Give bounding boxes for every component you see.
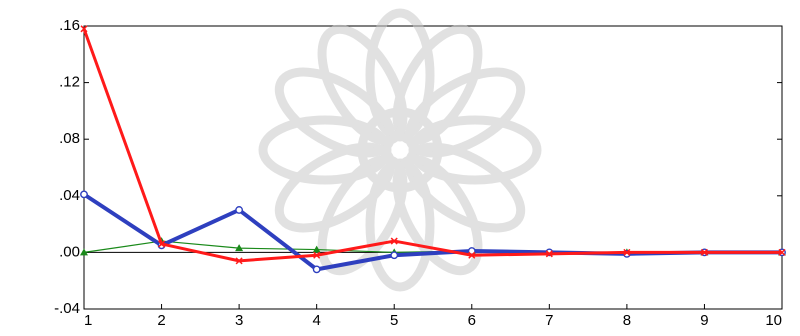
series-2-point bbox=[390, 237, 398, 245]
series-2-point bbox=[468, 251, 476, 259]
y-tick-label: .08 bbox=[59, 130, 80, 147]
x-tick-label: 4 bbox=[312, 312, 320, 329]
y-tick-label: -.04 bbox=[54, 300, 80, 317]
series-1-point bbox=[312, 265, 321, 274]
series-3-point bbox=[312, 245, 321, 253]
y-axis: -.04 .00 .04 .08 .12 .16 bbox=[54, 17, 782, 317]
watermark-petal bbox=[317, 24, 408, 146]
watermark-center bbox=[357, 107, 443, 193]
y-tick-label: .12 bbox=[59, 74, 80, 91]
series-2-point bbox=[623, 248, 631, 256]
series-2-point bbox=[80, 25, 88, 33]
x-tick-label: 3 bbox=[235, 312, 243, 329]
x-tick-label: 5 bbox=[390, 312, 398, 329]
series-1-point bbox=[80, 190, 88, 199]
series-3-point bbox=[235, 244, 244, 252]
watermark-ornament bbox=[258, 8, 542, 292]
x-axis: 1 2 3 4 5 6 7 8 9 10 bbox=[83, 304, 783, 329]
x-tick-label: 10 bbox=[765, 312, 782, 329]
series-2-point bbox=[313, 251, 321, 259]
series-1-point bbox=[390, 251, 399, 260]
y-tick-label: .00 bbox=[59, 243, 80, 260]
series-1-point bbox=[235, 206, 244, 214]
x-tick-label: 7 bbox=[545, 312, 553, 329]
series-2-point bbox=[235, 257, 243, 265]
y-tick-label: .04 bbox=[59, 187, 80, 204]
x-tick-label: 8 bbox=[623, 312, 631, 329]
x-tick-label: 6 bbox=[468, 312, 476, 329]
y-tick-label: .16 bbox=[59, 17, 80, 34]
series-layer bbox=[80, 25, 786, 274]
x-tick-label: 2 bbox=[157, 312, 165, 329]
x-tick-label: 9 bbox=[700, 312, 708, 329]
series-line-2 bbox=[82, 28, 782, 263]
series-3-point bbox=[80, 248, 88, 256]
x-tick-label: 1 bbox=[84, 312, 92, 329]
series-2-point bbox=[545, 250, 553, 258]
series-2-point bbox=[778, 248, 786, 256]
series-2-point bbox=[158, 240, 166, 248]
series-2-point bbox=[700, 248, 708, 256]
